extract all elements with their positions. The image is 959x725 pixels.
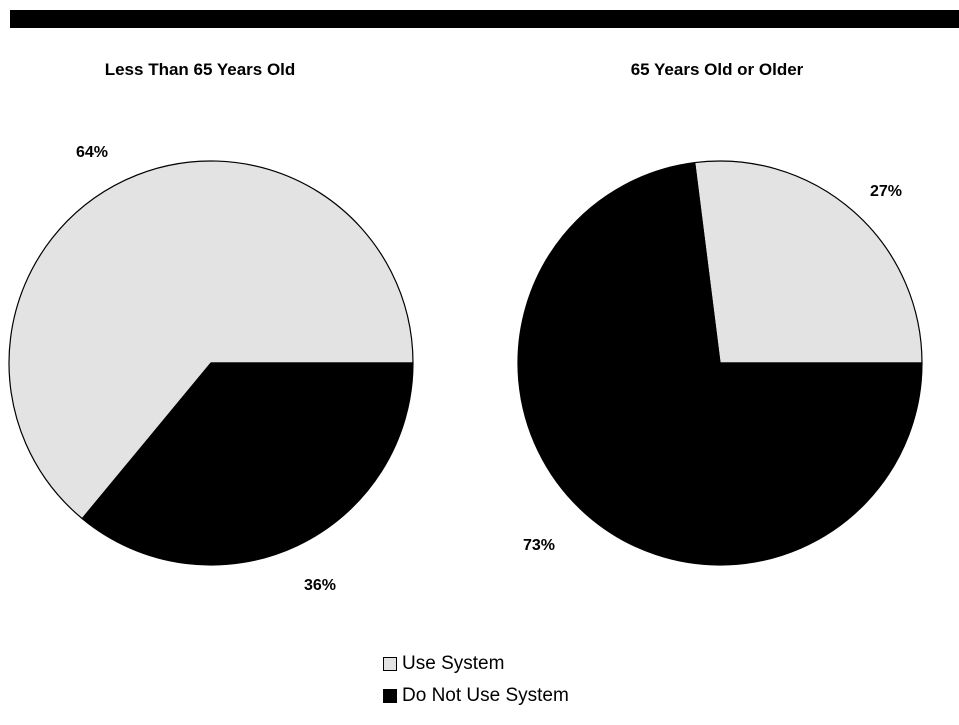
- slice-label-use-system-65-plus: 27%: [870, 183, 902, 200]
- pie-slice-do-not-use-system-65-plus: [517, 161, 923, 566]
- pie-chart-under-65: Less Than 65 Years Old 64% 36%: [8, 60, 414, 594]
- legend-item-do-not-use-system: Do Not Use System: [383, 686, 569, 706]
- legend-swatch-do-not-use-system: [383, 689, 397, 703]
- legend-label-use-system: Use System: [402, 653, 505, 674]
- pie-slices-under-65: [8, 160, 414, 566]
- legend-swatch-use-system: [383, 657, 397, 671]
- slice-label-not-use-system-under-65: 36%: [304, 577, 336, 594]
- chart-title-under-65: Less Than 65 Years Old: [105, 60, 296, 79]
- pie-slice-use-system-65-plus: [694, 160, 923, 364]
- legend: Use System Do Not Use System: [383, 654, 569, 718]
- pie-slices-65-plus: [517, 160, 923, 566]
- pie-chart-65-plus: 65 Years Old or Older 27% 73%: [517, 60, 923, 566]
- slice-label-use-system-under-65: 64%: [76, 144, 108, 161]
- header-bar: [10, 10, 959, 28]
- slice-label-not-use-system-65-plus: 73%: [523, 537, 555, 554]
- pie-slice-use-system-under-65: [8, 160, 414, 520]
- pie-slice-do-not-use-system-under-65: [81, 362, 414, 566]
- chart-title-65-plus: 65 Years Old or Older: [631, 60, 804, 79]
- legend-item-use-system: Use System: [383, 654, 569, 674]
- legend-label-do-not-use-system: Do Not Use System: [402, 685, 569, 706]
